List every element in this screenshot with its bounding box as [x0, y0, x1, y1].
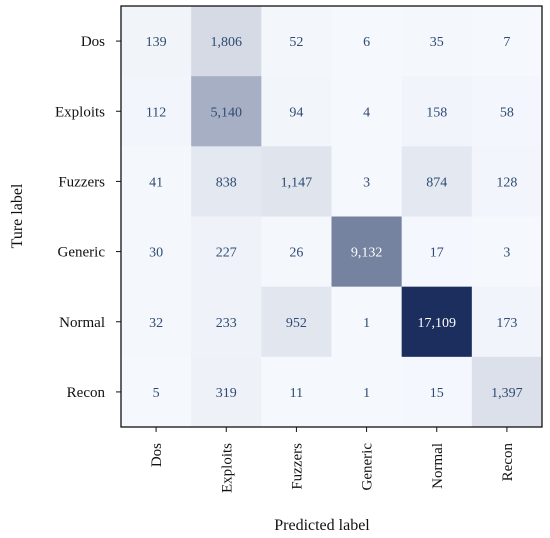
heatmap-cell [121, 216, 192, 288]
heatmap-cells [121, 6, 543, 428]
heatmap-cell [401, 76, 473, 147]
heatmap-cell [401, 6, 473, 77]
heatmap-cell [331, 286, 403, 358]
cell-value-label: 1 [363, 316, 370, 331]
heatmap-cell [261, 6, 332, 77]
heatmap-cell [191, 146, 262, 217]
heatmap-cell [121, 6, 192, 77]
y-tick-label: Exploits [55, 104, 105, 120]
cell-value-label: 3 [363, 175, 370, 190]
heatmap-cell [191, 76, 262, 147]
cell-value-label: 5,140 [211, 105, 243, 120]
y-tick-label: Recon [67, 385, 106, 401]
x-tick-label: Recon [500, 443, 516, 482]
cell-value-label: 26 [289, 246, 303, 261]
x-tick-label: Dos [149, 443, 165, 467]
cell-value-label: 15 [430, 386, 444, 401]
heatmap-cell [261, 356, 332, 428]
y-axis-label: Ture label [9, 183, 26, 248]
x-tick-label: Normal [430, 443, 446, 489]
heatmap-cell [401, 216, 473, 288]
plot-frame [120, 5, 543, 428]
heatmap-cell [471, 356, 543, 428]
cell-value-label: 874 [426, 175, 447, 190]
x-axis-ticks: Dos Exploits Fuzzers Generic Normal Recon [149, 427, 516, 493]
cell-value-label: 319 [216, 386, 237, 401]
y-tick-label: Normal [59, 315, 105, 331]
heatmap-cell [121, 146, 192, 217]
cell-value-label: 17 [430, 246, 444, 261]
cell-value-label: 7 [503, 35, 510, 50]
heatmap-cell [401, 356, 473, 428]
heatmap-cell [471, 286, 543, 358]
heatmap-cell [331, 356, 403, 428]
cell-value-label: 838 [216, 175, 237, 190]
heatmap-cell [191, 216, 262, 288]
cell-value-label: 52 [289, 35, 303, 50]
heatmap-cell [471, 6, 543, 77]
y-tick-label: Generic [58, 245, 106, 261]
heatmap-cell [261, 76, 332, 147]
cell-value-label: 128 [496, 175, 517, 190]
cell-value-label: 1 [363, 386, 370, 401]
cell-value-label: 139 [146, 35, 167, 50]
cell-value-label: 4 [363, 105, 370, 120]
cell-value-label: 32 [149, 316, 163, 331]
heatmap-cell [191, 286, 262, 358]
cell-value-label: 35 [430, 35, 444, 50]
heatmap-cell [261, 216, 332, 288]
x-tick-label: Generic [360, 443, 376, 491]
heatmap-cell [121, 356, 192, 428]
heatmap-cell [401, 146, 473, 217]
heatmap-cell [331, 146, 403, 217]
cell-value-label: 6 [363, 35, 370, 50]
cell-value-label: 233 [216, 316, 237, 331]
y-axis-ticks: Dos Exploits Fuzzers Generic Normal Recon [55, 34, 121, 401]
heatmap-cell [331, 76, 403, 147]
cell-value-label: 227 [216, 246, 237, 261]
cell-value-label: 158 [426, 105, 447, 120]
cell-value-label: 1,397 [491, 386, 523, 401]
heatmap-cell [471, 216, 543, 288]
heatmap-cell [191, 356, 262, 428]
cell-value-label: 5 [153, 386, 160, 401]
heatmap-cell [331, 6, 403, 77]
cell-value-label: 41 [149, 175, 163, 190]
cell-value-label: 3 [503, 246, 510, 261]
cell-value-label: 1,806 [211, 35, 243, 50]
heatmap-cell [471, 146, 543, 217]
heatmap-cell [121, 76, 192, 147]
cell-value-label: 94 [289, 105, 303, 120]
y-tick-label: Fuzzers [58, 174, 105, 190]
cell-value-label: 9,132 [351, 246, 383, 261]
cell-value-label: 58 [500, 105, 514, 120]
x-tick-label: Fuzzers [289, 443, 305, 490]
heatmap-cell [261, 286, 332, 358]
x-tick-label: Exploits [219, 443, 235, 493]
x-axis-label: Predicted label [274, 517, 370, 534]
heatmap-cell [471, 76, 543, 147]
cell-value-label: 30 [149, 246, 163, 261]
cell-value-label: 952 [286, 316, 307, 331]
cell-value-label: 11 [290, 386, 303, 401]
y-tick-label: Dos [81, 34, 105, 50]
heatmap-cell [261, 146, 332, 217]
cell-value-label: 173 [496, 316, 517, 331]
cell-value-label: 17,109 [418, 316, 457, 331]
heatmap-cell [121, 286, 192, 358]
heatmap-cell [191, 6, 262, 77]
heatmap-cell [401, 286, 473, 358]
heatmap-cell [331, 216, 403, 288]
cell-value-label: 1,147 [281, 175, 313, 190]
cell-value-label: 112 [146, 105, 166, 120]
